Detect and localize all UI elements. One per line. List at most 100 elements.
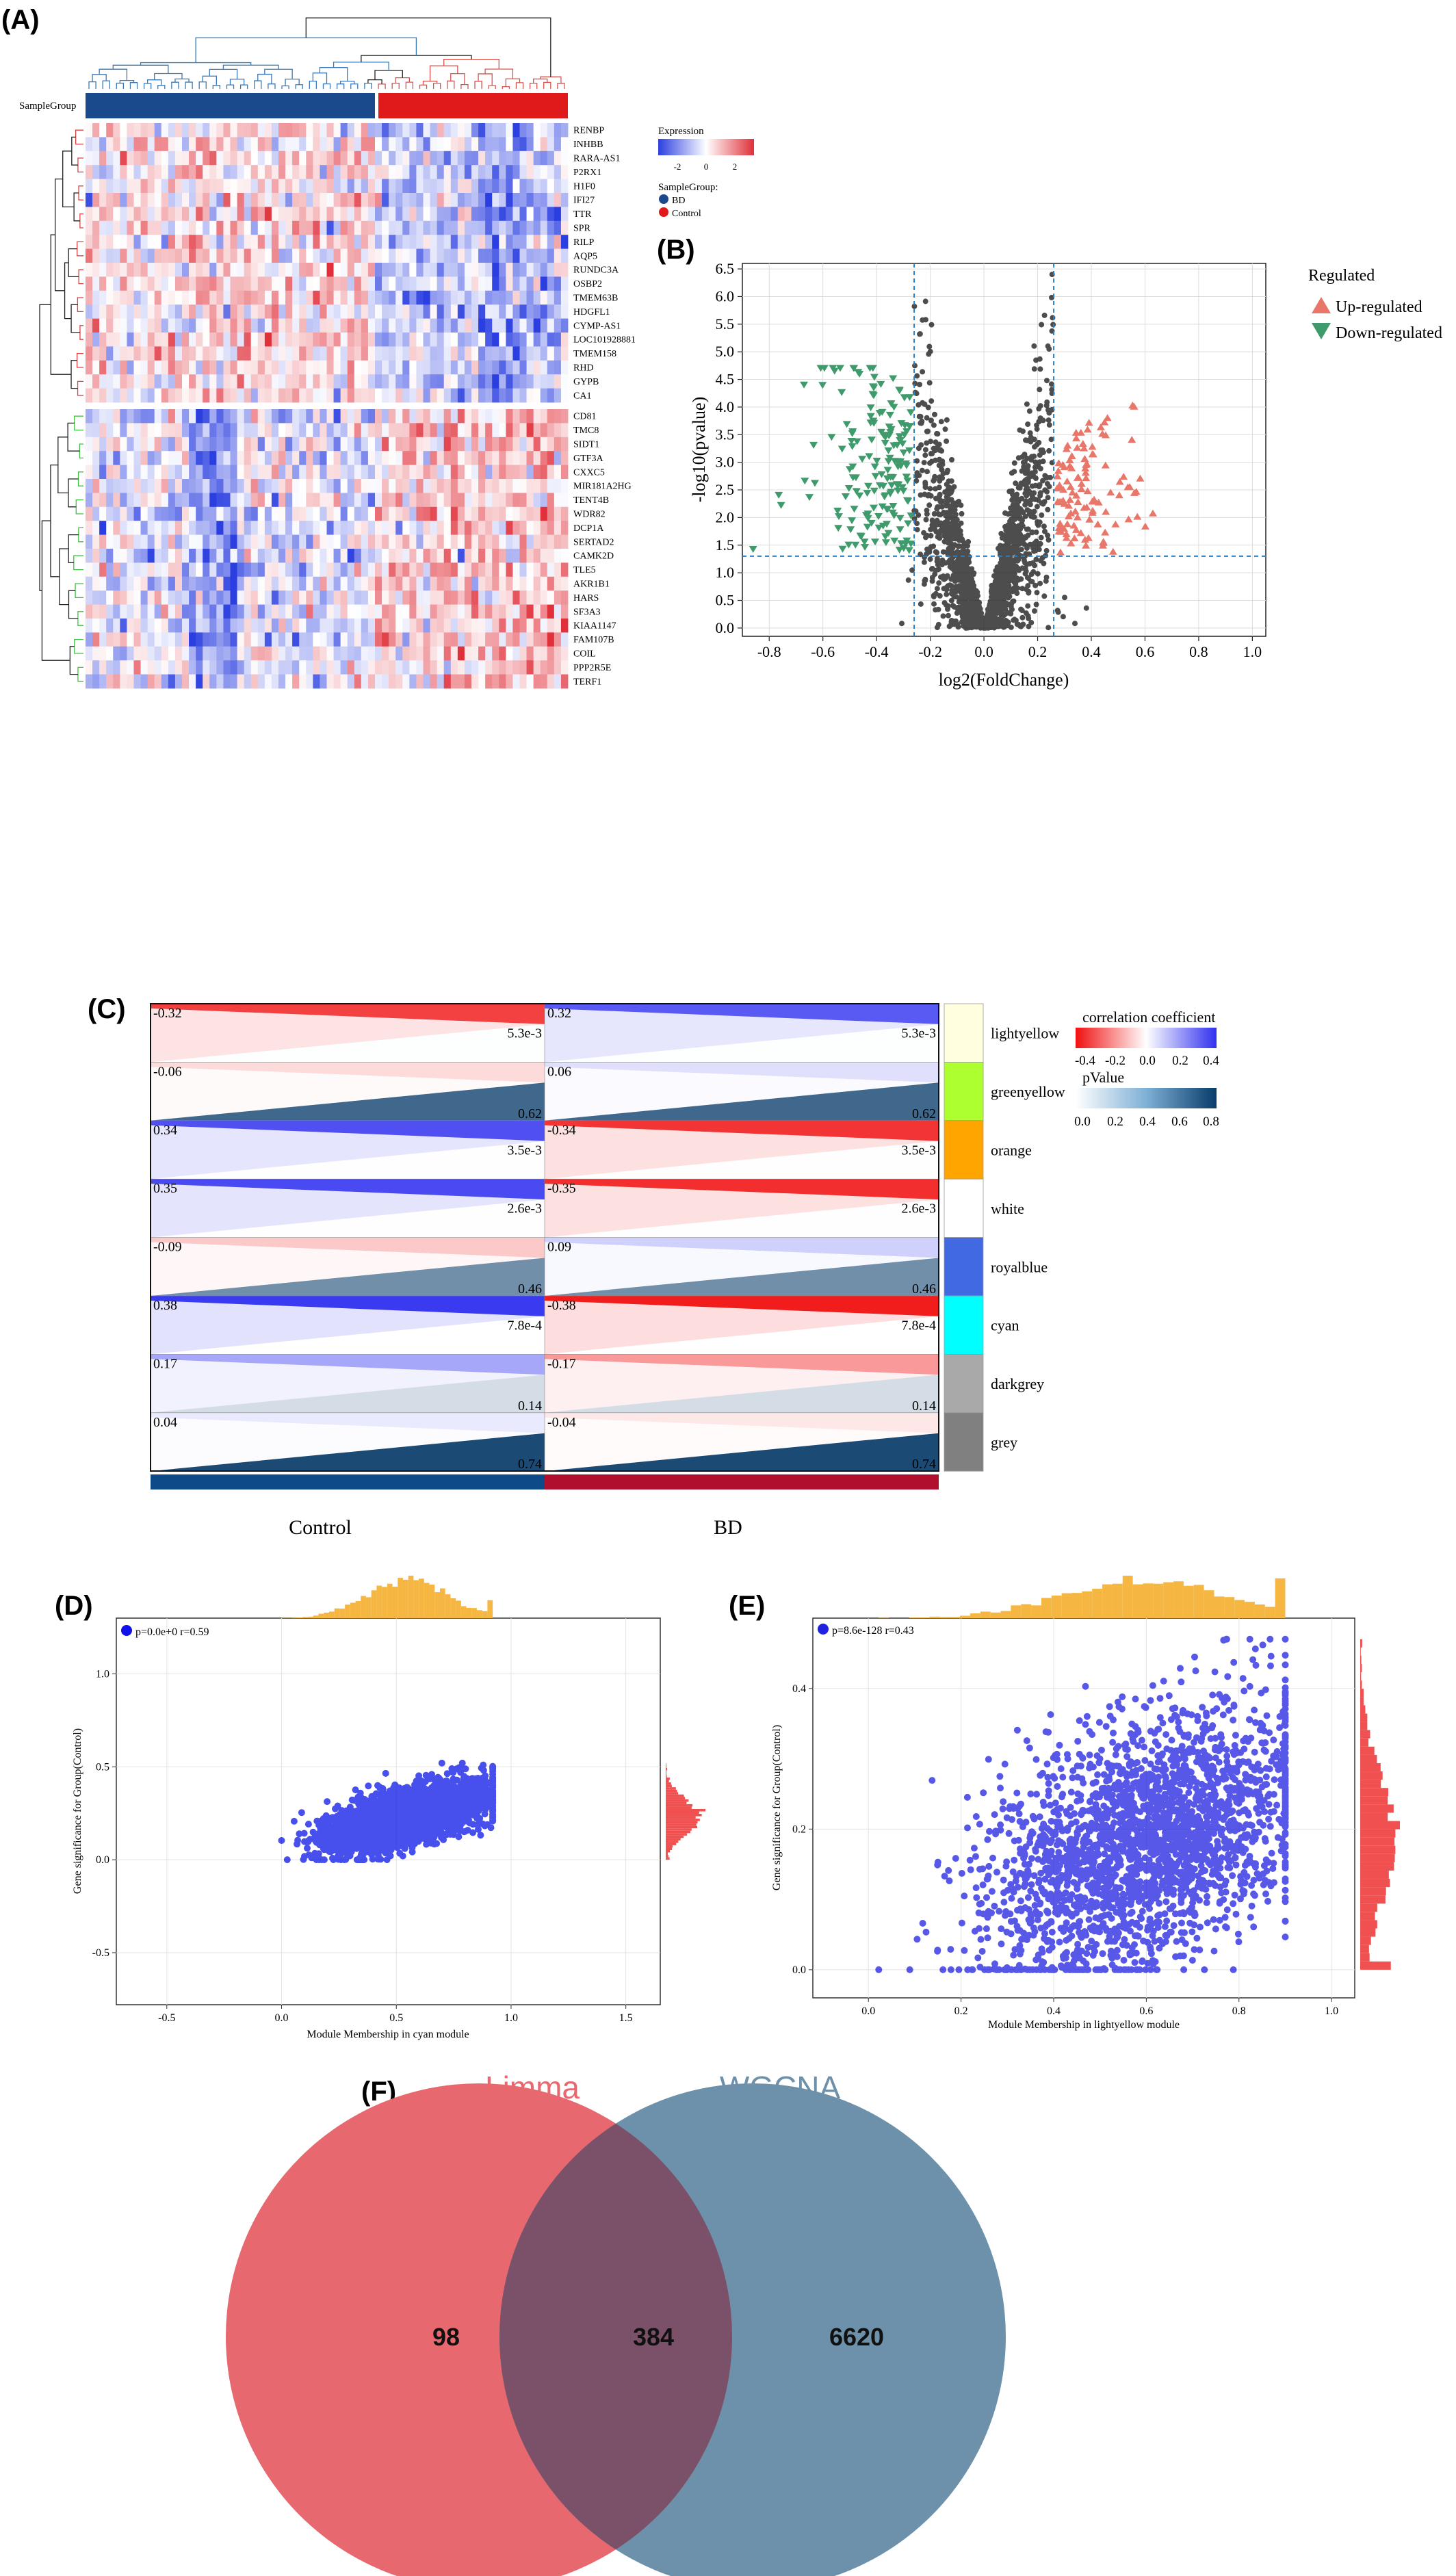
heatmap-cell (278, 193, 286, 207)
heatmap-cell (133, 660, 141, 675)
histogram-bar (297, 1617, 303, 1618)
heatmap-cell (106, 263, 114, 277)
heatmap-cell (299, 619, 307, 633)
heatmap-cell (161, 318, 169, 333)
heatmap-cell (382, 437, 389, 452)
heatmap-cell (382, 276, 389, 291)
heatmap-cell (354, 479, 362, 493)
x-tick-label: 0.2 (1028, 643, 1048, 660)
heatmap-cell (174, 632, 183, 647)
heatmap-cell (492, 576, 499, 591)
heatmap-cell (223, 290, 231, 305)
heatmap-cell (223, 465, 231, 480)
heatmap-cell (347, 493, 355, 508)
heatmap-cell (216, 374, 224, 389)
heatmap-cell (354, 409, 362, 424)
heatmap-cell (540, 506, 548, 521)
heatmap-cell (367, 165, 376, 179)
heatmap-cell (519, 576, 527, 591)
heatmap-cell (560, 137, 569, 152)
heatmap-cell (457, 220, 465, 235)
heatmap-cell (471, 123, 479, 138)
heatmap-cell (237, 333, 245, 347)
heatmap-cell (402, 360, 410, 375)
scatter-e-legend-dot (818, 1624, 829, 1635)
heatmap-cell (361, 263, 369, 277)
heatmap-cell (499, 318, 506, 333)
heatmap-cell (147, 632, 155, 647)
heatmap-cell (416, 646, 424, 661)
heatmap-cell (113, 263, 120, 277)
heatmap-cell (485, 179, 493, 194)
heatmap-cell (361, 151, 369, 166)
heatmap-cell (209, 388, 217, 403)
heatmap-cell (271, 646, 279, 661)
heatmap-cell (389, 660, 396, 675)
heatmap-cell (244, 388, 252, 403)
heatmap-cell (113, 506, 120, 521)
dendrogram-branch (68, 478, 79, 508)
histogram-bar (666, 1767, 668, 1771)
heatmap-cell (278, 437, 286, 452)
heatmap-cell (271, 576, 279, 591)
heatmap-cell (443, 562, 452, 577)
heatmap-cell (147, 423, 155, 438)
heatmap-cell (223, 179, 231, 194)
heatmap-cell (168, 534, 176, 549)
heatmap-cell (402, 151, 410, 166)
dendrogram-branch (319, 67, 348, 81)
heatmap-cell (361, 304, 369, 319)
heatmap-cell (533, 604, 541, 619)
heatmap-cell (409, 346, 417, 361)
heatmap-cell (320, 479, 327, 493)
heatmap-cell (485, 276, 493, 291)
heatmap-cell (347, 220, 355, 235)
heatmap-cell (416, 193, 424, 207)
heatmap-cell (278, 165, 286, 179)
heatmap-cell (464, 674, 472, 689)
heatmap-cell (189, 248, 196, 263)
heatmap-cell (250, 646, 259, 661)
heatmap-cell (140, 248, 148, 263)
heatmap-cell (333, 333, 341, 347)
heatmap-cell (326, 534, 334, 549)
heatmap-cell (182, 179, 190, 194)
heatmap-cell (519, 619, 527, 633)
heatmap-cell (182, 521, 190, 535)
heatmap-cell (375, 388, 382, 403)
heatmap-cell (443, 660, 452, 675)
histogram-bar (666, 1780, 669, 1783)
heatmap-cell (237, 263, 245, 277)
heatmap-cell (326, 576, 334, 591)
heatmap-cell (437, 576, 445, 591)
heatmap-cell (209, 562, 217, 577)
heatmap-cell (526, 619, 534, 633)
heatmap-cell (99, 604, 107, 619)
heatmap-cell (361, 235, 369, 249)
heatmap-cell (223, 374, 231, 389)
heatmap-cell (540, 562, 548, 577)
heatmap-cell (478, 193, 486, 207)
heatmap-cell (347, 646, 355, 661)
heatmap-cell (299, 346, 307, 361)
heatmap-cell (106, 619, 114, 633)
heatmap-cell (416, 521, 424, 535)
scatter-d-annotation: p=0.0e+0 r=0.59 (135, 1626, 209, 1638)
heatmap-cell (147, 165, 155, 179)
heatmap-cell (423, 360, 430, 375)
heatmap-cell (347, 123, 355, 138)
heatmap-cell (457, 374, 465, 389)
heatmap-cell (209, 549, 217, 563)
heatmap-cell (361, 674, 369, 689)
heatmap-cell (402, 590, 410, 605)
heatmap-cell (264, 660, 272, 675)
heatmap-cell (367, 409, 376, 424)
heatmap-cell (492, 451, 499, 465)
heatmap-cell (326, 235, 334, 249)
heatmap-cell (471, 660, 479, 675)
heatmap-cell (443, 576, 452, 591)
heatmap-cell (230, 263, 237, 277)
heatmap-cell (554, 179, 562, 194)
heatmap-cell (133, 235, 141, 249)
heatmap-cell (106, 220, 114, 235)
